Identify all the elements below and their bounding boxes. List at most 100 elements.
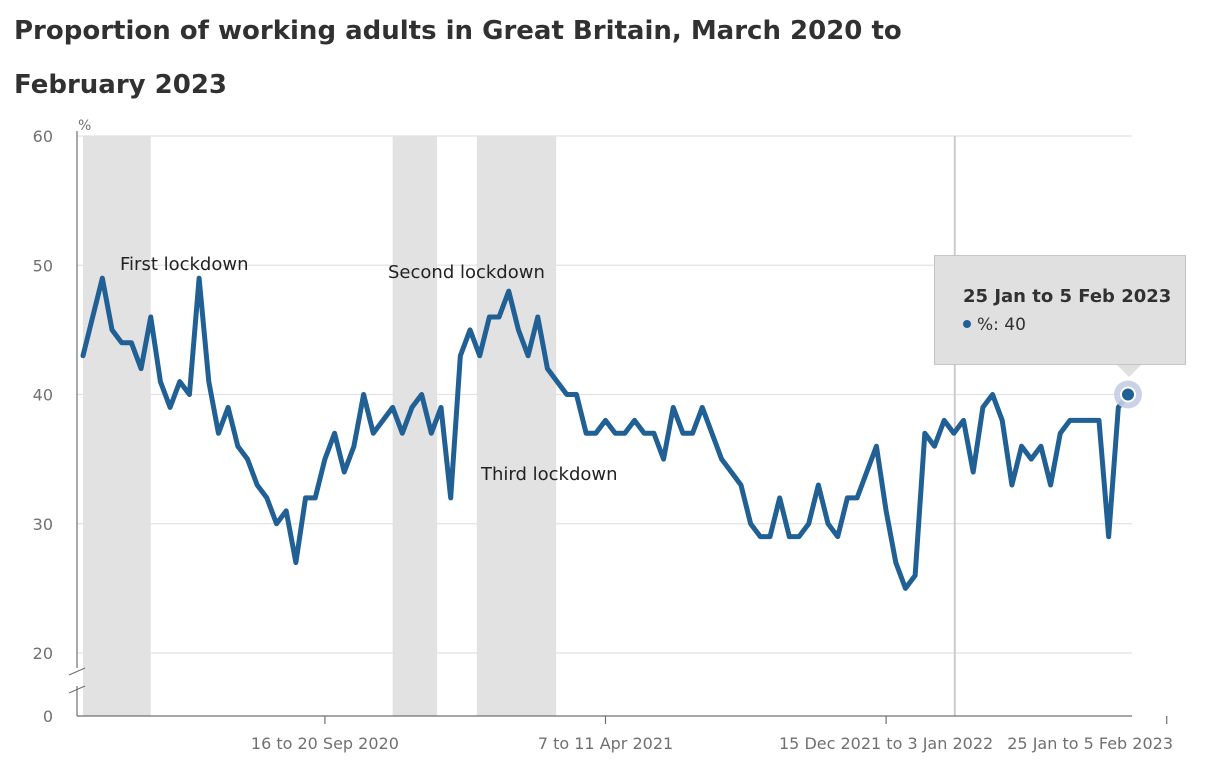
series-group — [80, 275, 1131, 591]
data-point — [148, 314, 153, 319]
data-point — [680, 431, 685, 436]
y-tick-label-30: 30 — [33, 515, 53, 534]
data-point — [787, 534, 792, 539]
data-point — [961, 418, 966, 423]
data-point — [903, 586, 908, 591]
axes — [68, 131, 1132, 717]
tooltip-date: 25 Jan to 5 Feb 2023 — [963, 286, 1172, 307]
data-point — [845, 495, 850, 500]
data-point — [835, 534, 840, 539]
data-point — [168, 405, 173, 410]
data-point — [187, 392, 192, 397]
data-point — [361, 392, 366, 397]
data-point — [332, 431, 337, 436]
data-point — [990, 392, 995, 397]
lockdown-band-1 — [83, 136, 151, 716]
data-point — [642, 431, 647, 436]
y-tick-label-60: 60 — [33, 127, 53, 146]
data-point — [1077, 418, 1082, 423]
lockdown-shading — [83, 136, 557, 716]
data-point — [380, 418, 385, 423]
data-point — [293, 560, 298, 565]
data-point — [371, 431, 376, 436]
data-point — [342, 470, 347, 475]
data-point — [264, 495, 269, 500]
data-point — [980, 405, 985, 410]
data-point — [487, 314, 492, 319]
data-point — [303, 495, 308, 500]
data-point — [584, 431, 589, 436]
data-point — [1096, 418, 1101, 423]
data-point — [1029, 457, 1034, 462]
tooltip-value: 40 — [1004, 315, 1026, 335]
data-point — [322, 457, 327, 462]
data-point — [1058, 431, 1063, 436]
data-point — [671, 405, 676, 410]
data-point — [797, 534, 802, 539]
data-point — [622, 431, 627, 436]
data-point — [429, 431, 434, 436]
data-point — [313, 495, 318, 500]
annotation-2: Second lockdown — [388, 262, 545, 283]
data-point — [110, 327, 115, 332]
data-point — [748, 521, 753, 526]
series-dot-icon — [963, 320, 971, 328]
tooltip-series-label: % — [977, 315, 994, 335]
data-point — [1048, 482, 1053, 487]
data-point — [632, 418, 637, 423]
data-point — [767, 534, 772, 539]
data-point — [477, 353, 482, 358]
data-point — [574, 392, 579, 397]
data-point — [777, 495, 782, 500]
annotation-1: First lockdown — [120, 254, 249, 275]
data-point — [806, 521, 811, 526]
data-point — [235, 444, 240, 449]
data-point — [274, 521, 279, 526]
x-tick-label: 16 to 20 Sep 2020 — [251, 734, 399, 753]
y-tick-label-50: 50 — [33, 256, 53, 275]
data-point — [864, 470, 869, 475]
data-point — [1106, 534, 1111, 539]
y-axis-ticks: % 0 20 30 40 50 60 — [33, 118, 92, 726]
data-point — [1067, 418, 1072, 423]
data-point — [564, 392, 569, 397]
data-point — [516, 327, 521, 332]
data-point — [971, 470, 976, 475]
annotation-3: Third lockdown — [480, 464, 618, 485]
data-point — [826, 521, 831, 526]
data-point — [139, 366, 144, 371]
data-point — [690, 431, 695, 436]
data-point — [119, 340, 124, 345]
data-point — [535, 314, 540, 319]
data-point — [81, 353, 86, 358]
axis-break-mark — [68, 685, 86, 694]
data-point — [709, 431, 714, 436]
data-point — [90, 314, 95, 319]
data-point — [1019, 444, 1024, 449]
data-point — [526, 353, 531, 358]
data-point — [545, 366, 550, 371]
data-point — [206, 379, 211, 384]
data-point — [942, 418, 947, 423]
data-point — [448, 495, 453, 500]
data-point — [245, 457, 250, 462]
data-point — [216, 431, 221, 436]
data-point — [913, 573, 918, 578]
series-line — [80, 275, 1131, 591]
data-point — [932, 444, 937, 449]
data-point — [497, 314, 502, 319]
data-point — [593, 431, 598, 436]
chart-title: Proportion of working adults in Great Br… — [14, 16, 902, 100]
data-point — [1000, 418, 1005, 423]
data-point — [197, 276, 202, 281]
data-point — [506, 289, 511, 294]
x-tick-label: 7 to 11 Apr 2021 — [538, 734, 673, 753]
data-point — [884, 508, 889, 513]
data-point — [555, 379, 560, 384]
data-point — [100, 276, 105, 281]
data-point — [893, 560, 898, 565]
data-point — [390, 405, 395, 410]
x-tick-label: 25 Jan to 5 Feb 2023 — [1007, 734, 1173, 753]
data-point — [816, 482, 821, 487]
